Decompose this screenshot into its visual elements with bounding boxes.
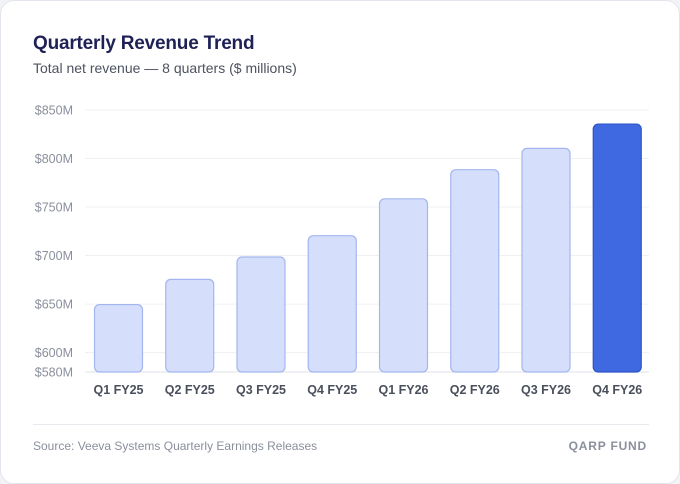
x-tick-label: Q4 FY26 bbox=[592, 383, 642, 397]
y-tick-label: $650M bbox=[35, 298, 73, 312]
bar-q4-fy26 bbox=[592, 123, 642, 373]
x-tick-label: Q3 FY25 bbox=[236, 383, 286, 397]
revenue-bar-chart: $580M $600M $650M $700M $750M $800M $850M Q1 FY… bbox=[35, 104, 649, 397]
x-tick-label: Q2 FY26 bbox=[450, 383, 500, 397]
bar-q3-fy26 bbox=[521, 147, 571, 373]
chart-title: Quarterly Revenue Trend bbox=[33, 33, 255, 54]
bar-q1-fy26 bbox=[378, 198, 429, 373]
x-tick-label: Q2 FY25 bbox=[165, 383, 215, 397]
x-tick-label: Q3 FY26 bbox=[521, 383, 571, 397]
y-tick-label: $850M bbox=[35, 104, 73, 118]
y-tick-label: $580M bbox=[35, 366, 73, 380]
y-tick-label: $750M bbox=[35, 201, 73, 215]
x-tick-label: Q1 FY26 bbox=[378, 383, 428, 397]
y-tick-label: $600M bbox=[35, 346, 73, 360]
bar-q1-fy25 bbox=[93, 303, 144, 373]
bar-q2-fy25 bbox=[165, 278, 215, 373]
x-tick-label: Q1 FY25 bbox=[93, 383, 143, 397]
source-note: Source: Veeva Systems Quarterly Earnings… bbox=[33, 439, 318, 453]
y-tick-label: $700M bbox=[35, 249, 73, 263]
chart-subtitle: Total net revenue — 8 quarters ($ millio… bbox=[33, 60, 297, 76]
bar-q2-fy26 bbox=[450, 169, 500, 373]
footer-divider bbox=[33, 424, 649, 425]
brand-label: QARP FUND bbox=[568, 439, 647, 453]
x-tick-label: Q4 FY25 bbox=[307, 383, 357, 397]
bar-q3-fy25 bbox=[236, 256, 286, 373]
bar-q4-fy25 bbox=[307, 235, 357, 373]
y-tick-label: $800M bbox=[35, 152, 73, 166]
